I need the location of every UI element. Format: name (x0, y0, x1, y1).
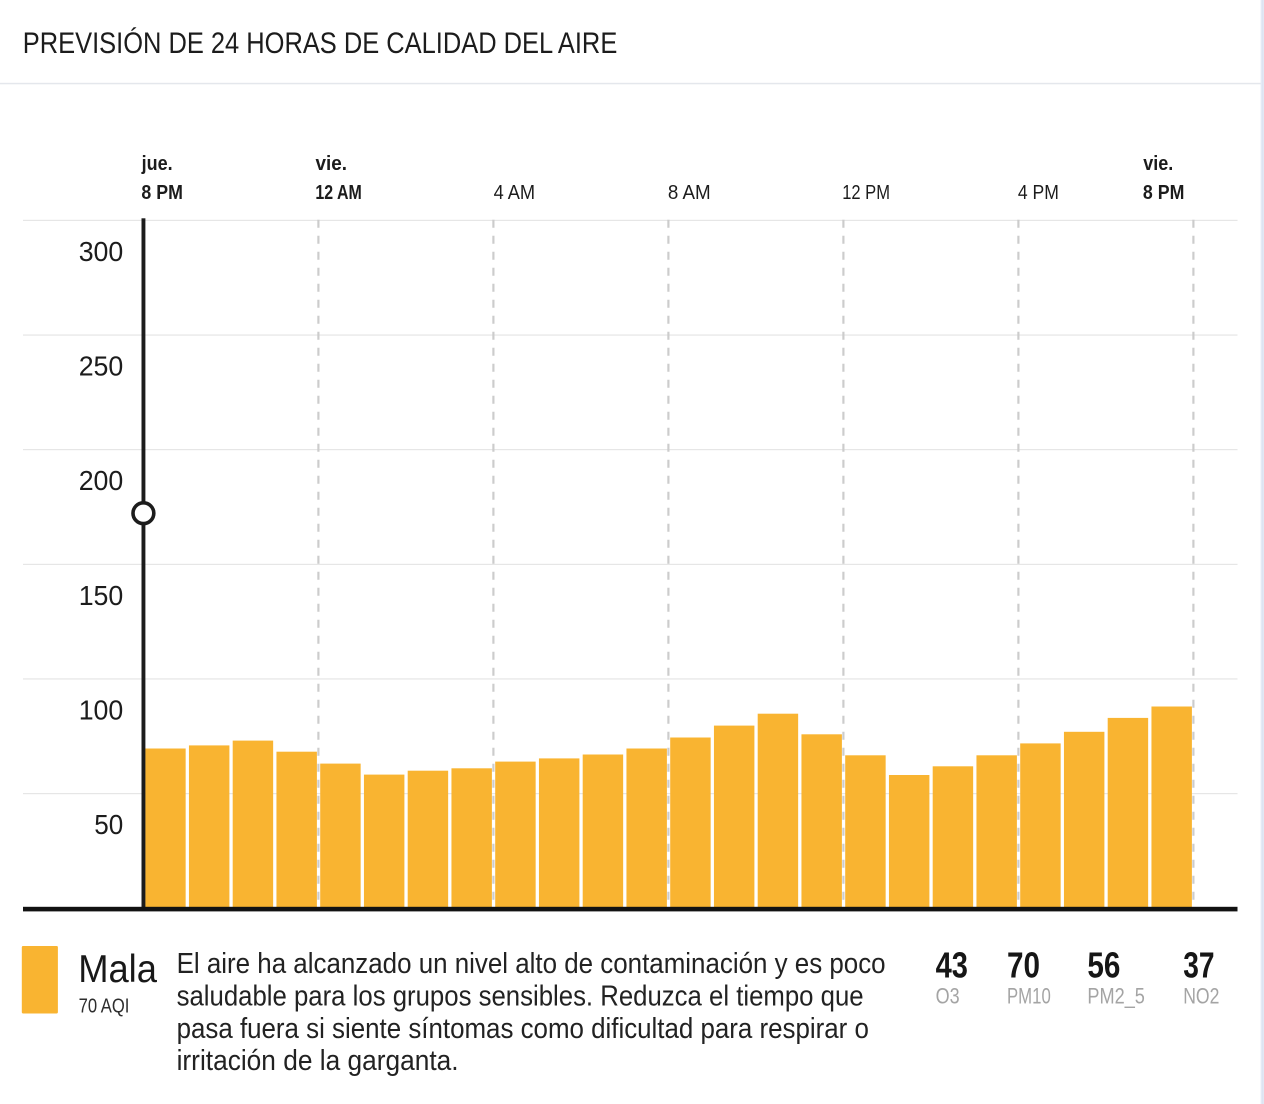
svg-text:saludable para los grupos sens: saludable para los grupos sensibles. Red… (177, 981, 864, 1013)
svg-text:12 PM: 12 PM (842, 182, 890, 204)
svg-text:4 PM: 4 PM (1018, 182, 1059, 204)
svg-text:8 PM: 8 PM (1143, 182, 1185, 204)
svg-text:PREVISIÓN DE 24 HORAS DE CALID: PREVISIÓN DE 24 HORAS DE CALIDAD DEL AIR… (23, 27, 618, 60)
svg-text:8 PM: 8 PM (141, 182, 183, 204)
svg-text:100: 100 (79, 694, 124, 725)
svg-text:43: 43 (936, 945, 968, 986)
svg-text:8 AM: 8 AM (668, 182, 711, 204)
svg-text:El aire ha alcanzado un nivel: El aire ha alcanzado un nivel alto de co… (177, 948, 886, 980)
svg-text:O3: O3 (936, 984, 960, 1009)
svg-text:vie.: vie. (316, 153, 348, 175)
svg-text:200: 200 (79, 465, 124, 496)
svg-text:37: 37 (1183, 945, 1214, 986)
svg-text:70: 70 (1007, 945, 1040, 986)
svg-text:70 AQI: 70 AQI (79, 995, 130, 1018)
svg-text:vie.: vie. (1143, 153, 1173, 175)
svg-text:pasa fuera si siente síntomas: pasa fuera si siente síntomas como dific… (177, 1013, 869, 1045)
svg-text:PM10: PM10 (1007, 984, 1051, 1009)
svg-text:jue.: jue. (141, 153, 173, 175)
svg-text:irritación de la garganta.: irritación de la garganta. (177, 1045, 459, 1077)
svg-text:PM2_5: PM2_5 (1087, 984, 1145, 1009)
svg-text:4 AM: 4 AM (494, 182, 535, 204)
svg-text:300: 300 (79, 236, 124, 267)
svg-text:NO2: NO2 (1183, 984, 1219, 1009)
svg-text:250: 250 (79, 351, 124, 382)
svg-text:56: 56 (1087, 945, 1120, 986)
svg-text:Mala: Mala (78, 948, 157, 991)
svg-text:12 AM: 12 AM (315, 182, 361, 204)
svg-text:50: 50 (94, 809, 123, 840)
svg-text:150: 150 (79, 580, 124, 611)
